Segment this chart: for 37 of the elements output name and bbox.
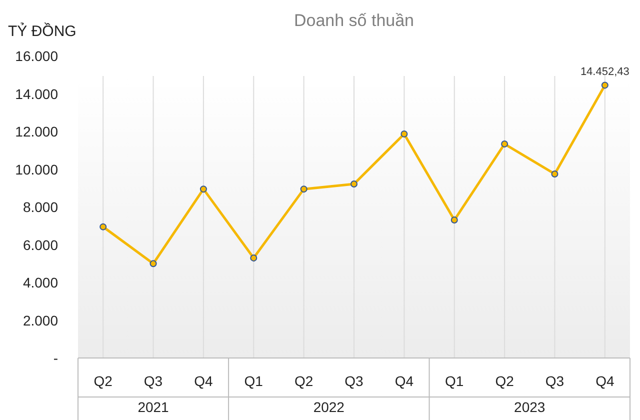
y-tick-label: 14.000 (15, 86, 58, 102)
point (300, 186, 308, 193)
point (200, 186, 207, 193)
point (100, 223, 107, 230)
text: 2021 (138, 399, 170, 415)
text: 2022 (313, 399, 345, 415)
point (350, 180, 358, 188)
y-tick-label: - (53, 350, 58, 366)
x-tick-label: Q4 (394, 373, 414, 389)
x-tick-label: Q3 (545, 373, 564, 389)
point (150, 260, 157, 268)
point (250, 254, 258, 262)
x-tick-label: Q1 (244, 373, 264, 389)
x-tick-label: Q4 (194, 373, 213, 389)
y-tick-label: 12.000 (15, 124, 58, 140)
point (400, 130, 408, 138)
y-tick-label: 6.000 (22, 236, 58, 253)
point (501, 140, 508, 148)
y-tick-label: 16.000 (15, 48, 58, 64)
x-tick-label: Q3 (344, 373, 364, 389)
x-tick-label: Q2 (94, 373, 113, 389)
x-tick-label: Q1 (445, 373, 464, 389)
y-tick-label: 4.000 (22, 274, 58, 290)
y-tick-label: 2.000 (22, 312, 58, 328)
x-tick-label: Q3 (144, 373, 163, 389)
data-label: 14.452,43 (580, 66, 630, 78)
point (551, 170, 558, 178)
point (450, 216, 458, 224)
x-tick-label: Q4 (596, 373, 614, 389)
y-tick-label: 10.000 (15, 161, 58, 178)
x-tick-label: Q2 (294, 373, 314, 389)
point (601, 82, 608, 89)
x-tick-label: Q2 (495, 373, 514, 389)
y-tick-label: 8.000 (22, 199, 58, 215)
text: 2023 (514, 399, 546, 415)
y-axis-title: TỶ ĐỒNG (8, 22, 76, 40)
chart-title: Doanh số thuần (294, 11, 414, 30)
